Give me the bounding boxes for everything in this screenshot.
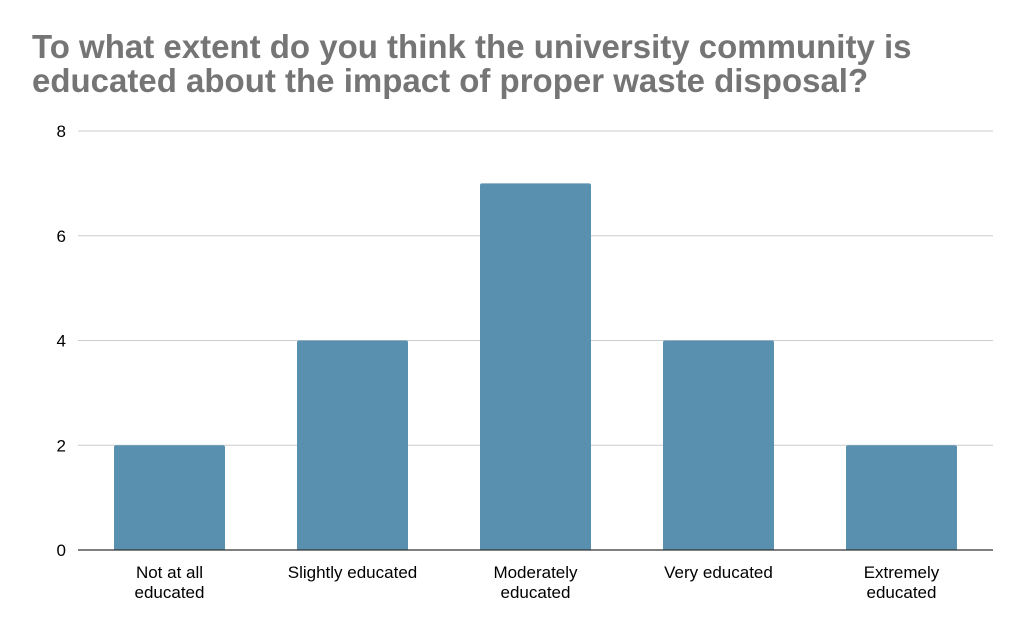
y-tick-label: 4 (57, 332, 66, 351)
x-tick-label-line: Extremely (864, 563, 940, 582)
y-axis-ticks: 0 2 4 6 8 (57, 122, 66, 560)
x-tick-label: Extremely educated (864, 563, 940, 602)
x-tick-label: Slightly educated (288, 563, 417, 582)
x-tick-label-line: educated (135, 583, 205, 602)
x-tick-label-line: Slightly educated (288, 563, 417, 582)
x-tick-label-line: educated (501, 583, 571, 602)
x-tick-label: Not at all educated (135, 563, 205, 602)
y-tick-label: 0 (57, 541, 66, 560)
chart-title: To what extent do you think the universi… (32, 28, 912, 99)
x-tick-label-line: Moderately (493, 563, 578, 582)
x-tick-label-line: Not at all (136, 563, 203, 582)
x-tick-label: Very educated (664, 563, 773, 582)
y-tick-label: 8 (57, 122, 66, 141)
bar (846, 445, 957, 550)
bar (663, 340, 774, 550)
x-tick-label-line: Very educated (664, 563, 773, 582)
x-tick-label-line: educated (867, 583, 937, 602)
x-tick-label: Moderately educated (493, 563, 578, 602)
bar (114, 445, 225, 550)
bars (114, 183, 957, 550)
bar (480, 183, 591, 550)
y-tick-label: 2 (57, 436, 66, 455)
y-tick-label: 6 (57, 227, 66, 246)
bar (297, 340, 408, 550)
